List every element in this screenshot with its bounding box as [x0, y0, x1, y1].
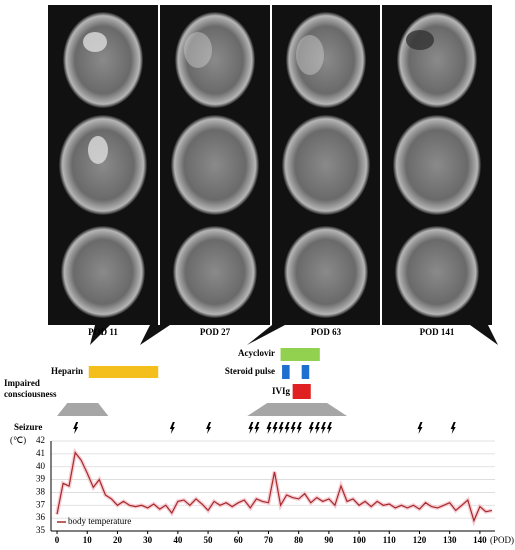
y-tick-label: 41 [36, 448, 45, 458]
seizure-mark [326, 422, 332, 434]
seizure-mark [290, 422, 296, 434]
treatment-bar [301, 365, 310, 379]
y-tick-label: 37 [36, 499, 46, 509]
x-tick-label: 140 [473, 535, 487, 545]
line-glow [55, 447, 493, 527]
treatment-bar [282, 365, 290, 379]
x-tick-label: 20 [113, 535, 123, 545]
x-tick-label: 130 [443, 535, 457, 545]
y-tick-label: 39 [36, 474, 46, 484]
seizure-mark [417, 422, 423, 434]
y-tick-label: 38 [36, 486, 46, 496]
x-tick-label: 80 [294, 535, 304, 545]
consciousness-label: Impaired consciousness [4, 378, 57, 399]
x-tick-label: 30 [143, 535, 153, 545]
x-tick-label: 60 [234, 535, 244, 545]
seizure-mark [73, 422, 79, 434]
x-tick-label: 120 [413, 535, 427, 545]
seizure-mark [296, 422, 302, 434]
seizure-mark [169, 422, 175, 434]
seizure-mark [314, 422, 320, 434]
x-tick-label: 0 [55, 535, 60, 545]
consciousness-period [247, 403, 347, 416]
treatment-label: Acyclovir [238, 348, 275, 358]
panel-label: POD 11 [88, 327, 118, 337]
seizure-label: Seizure [14, 422, 42, 432]
y-tick-label: 42 [36, 435, 45, 445]
y-axis-label: (℃) [10, 435, 26, 445]
panel-label: POD 63 [311, 327, 342, 337]
seizure-mark [320, 422, 326, 434]
mri-slices [59, 12, 481, 318]
mri-panels [48, 5, 498, 345]
seizure-mark [450, 422, 456, 434]
panel-label: POD 27 [200, 327, 231, 337]
seizure-mark [206, 422, 212, 434]
treatment-label: IVIg [272, 386, 291, 396]
lesions [83, 30, 434, 164]
y-tick-label: 40 [36, 461, 46, 471]
treatment-label: Heparin [51, 366, 83, 376]
x-tick-label: 100 [352, 535, 366, 545]
x-tick-label: 90 [324, 535, 334, 545]
seizure-mark [266, 422, 272, 434]
treatment-bar [88, 366, 159, 378]
treatment-label: Steroid pulse [225, 366, 275, 376]
panel-label: POD 141 [420, 327, 455, 337]
treatment-bar [280, 348, 320, 361]
treatment-bar [292, 384, 311, 399]
seizure-mark [308, 422, 314, 434]
seizure-mark [284, 422, 290, 434]
x-tick-label: 50 [204, 535, 214, 545]
seizure-mark [278, 422, 284, 434]
x-tick-label: 10 [83, 535, 93, 545]
y-tick-label: 36 [36, 512, 46, 522]
seizure-mark [248, 422, 254, 434]
y-tick-label: 35 [36, 525, 46, 535]
consciousness-period [57, 403, 109, 416]
callout-pointers [90, 325, 498, 345]
seizure-mark [254, 422, 260, 434]
seizure-mark [272, 422, 278, 434]
legend-label: body temperature [68, 516, 131, 526]
x-tick-label: 110 [383, 535, 397, 545]
x-tick-label: 40 [173, 535, 183, 545]
line [56, 451, 493, 523]
x-axis-label: (POD) [490, 535, 514, 545]
x-tick-label: 70 [264, 535, 274, 545]
